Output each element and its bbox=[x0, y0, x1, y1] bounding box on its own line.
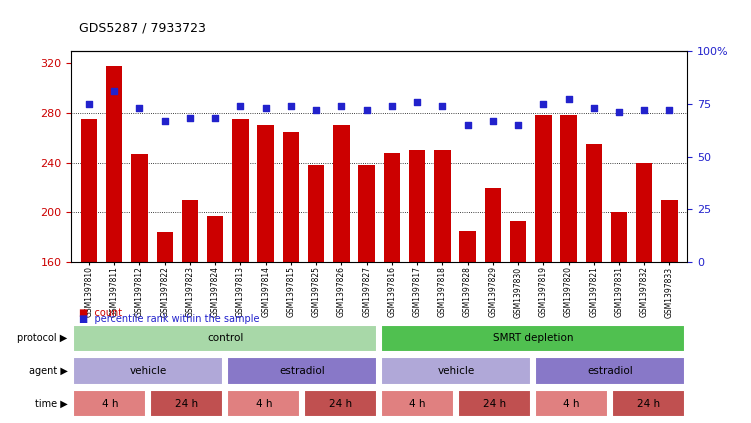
Bar bbox=[535, 115, 551, 262]
Text: 24 h: 24 h bbox=[175, 398, 198, 409]
Point bbox=[562, 96, 575, 103]
Point bbox=[260, 104, 272, 111]
Text: 24 h: 24 h bbox=[637, 398, 660, 409]
Text: 4 h: 4 h bbox=[255, 398, 272, 409]
Point bbox=[158, 117, 170, 124]
Bar bbox=[74, 325, 377, 352]
Bar bbox=[636, 163, 653, 262]
Point bbox=[360, 107, 372, 113]
Bar bbox=[207, 216, 223, 262]
Bar bbox=[586, 144, 602, 262]
Text: 4 h: 4 h bbox=[409, 398, 426, 409]
Bar bbox=[74, 357, 223, 385]
Point bbox=[613, 109, 625, 115]
Text: estradiol: estradiol bbox=[587, 366, 633, 376]
Point bbox=[285, 102, 297, 109]
Bar bbox=[484, 188, 501, 262]
Point bbox=[234, 102, 246, 109]
Text: 4 h: 4 h bbox=[101, 398, 118, 409]
Bar bbox=[150, 390, 223, 417]
Bar bbox=[182, 200, 198, 262]
Text: time ▶: time ▶ bbox=[35, 398, 68, 409]
Bar bbox=[106, 66, 122, 262]
Point bbox=[638, 107, 650, 113]
Text: 4 h: 4 h bbox=[563, 398, 580, 409]
Point bbox=[386, 102, 398, 109]
Bar bbox=[458, 390, 531, 417]
Bar bbox=[510, 221, 526, 262]
Text: ■  count: ■ count bbox=[79, 308, 122, 318]
Point bbox=[537, 100, 549, 107]
Text: 24 h: 24 h bbox=[329, 398, 352, 409]
Bar bbox=[384, 153, 400, 262]
Text: agent ▶: agent ▶ bbox=[29, 366, 68, 376]
Point bbox=[83, 100, 95, 107]
Point bbox=[436, 102, 448, 109]
Point bbox=[184, 115, 196, 122]
Text: 24 h: 24 h bbox=[483, 398, 506, 409]
Bar bbox=[662, 200, 677, 262]
Bar bbox=[358, 165, 375, 262]
Point bbox=[512, 121, 524, 128]
Point bbox=[411, 98, 423, 105]
Bar bbox=[612, 390, 685, 417]
Bar bbox=[304, 390, 377, 417]
Bar bbox=[333, 125, 350, 262]
Bar bbox=[308, 165, 324, 262]
Bar bbox=[232, 119, 249, 262]
Bar bbox=[156, 232, 173, 262]
Bar bbox=[382, 390, 454, 417]
Text: estradiol: estradiol bbox=[279, 366, 325, 376]
Bar bbox=[535, 357, 685, 385]
Point bbox=[588, 104, 600, 111]
Bar bbox=[560, 115, 577, 262]
Bar bbox=[611, 212, 627, 262]
Point bbox=[108, 88, 120, 94]
Point bbox=[134, 104, 146, 111]
Point bbox=[336, 102, 348, 109]
Bar bbox=[460, 231, 476, 262]
Text: protocol ▶: protocol ▶ bbox=[17, 333, 68, 343]
Bar bbox=[434, 150, 451, 262]
Text: ■  percentile rank within the sample: ■ percentile rank within the sample bbox=[79, 314, 259, 324]
Point bbox=[487, 117, 499, 124]
Bar bbox=[228, 357, 377, 385]
Text: vehicle: vehicle bbox=[130, 366, 167, 376]
Bar bbox=[228, 390, 300, 417]
Text: vehicle: vehicle bbox=[438, 366, 475, 376]
Bar bbox=[131, 154, 148, 262]
Bar bbox=[382, 357, 531, 385]
Point bbox=[462, 121, 474, 128]
Bar bbox=[81, 119, 97, 262]
Bar bbox=[535, 390, 608, 417]
Bar bbox=[409, 150, 425, 262]
Bar bbox=[382, 325, 685, 352]
Point bbox=[210, 115, 222, 122]
Text: SMRT depletion: SMRT depletion bbox=[493, 333, 574, 343]
Bar bbox=[258, 125, 274, 262]
Bar bbox=[282, 132, 299, 262]
Bar bbox=[74, 390, 146, 417]
Text: control: control bbox=[207, 333, 243, 343]
Point bbox=[663, 107, 675, 113]
Text: GDS5287 / 7933723: GDS5287 / 7933723 bbox=[79, 21, 206, 34]
Point bbox=[310, 107, 322, 113]
